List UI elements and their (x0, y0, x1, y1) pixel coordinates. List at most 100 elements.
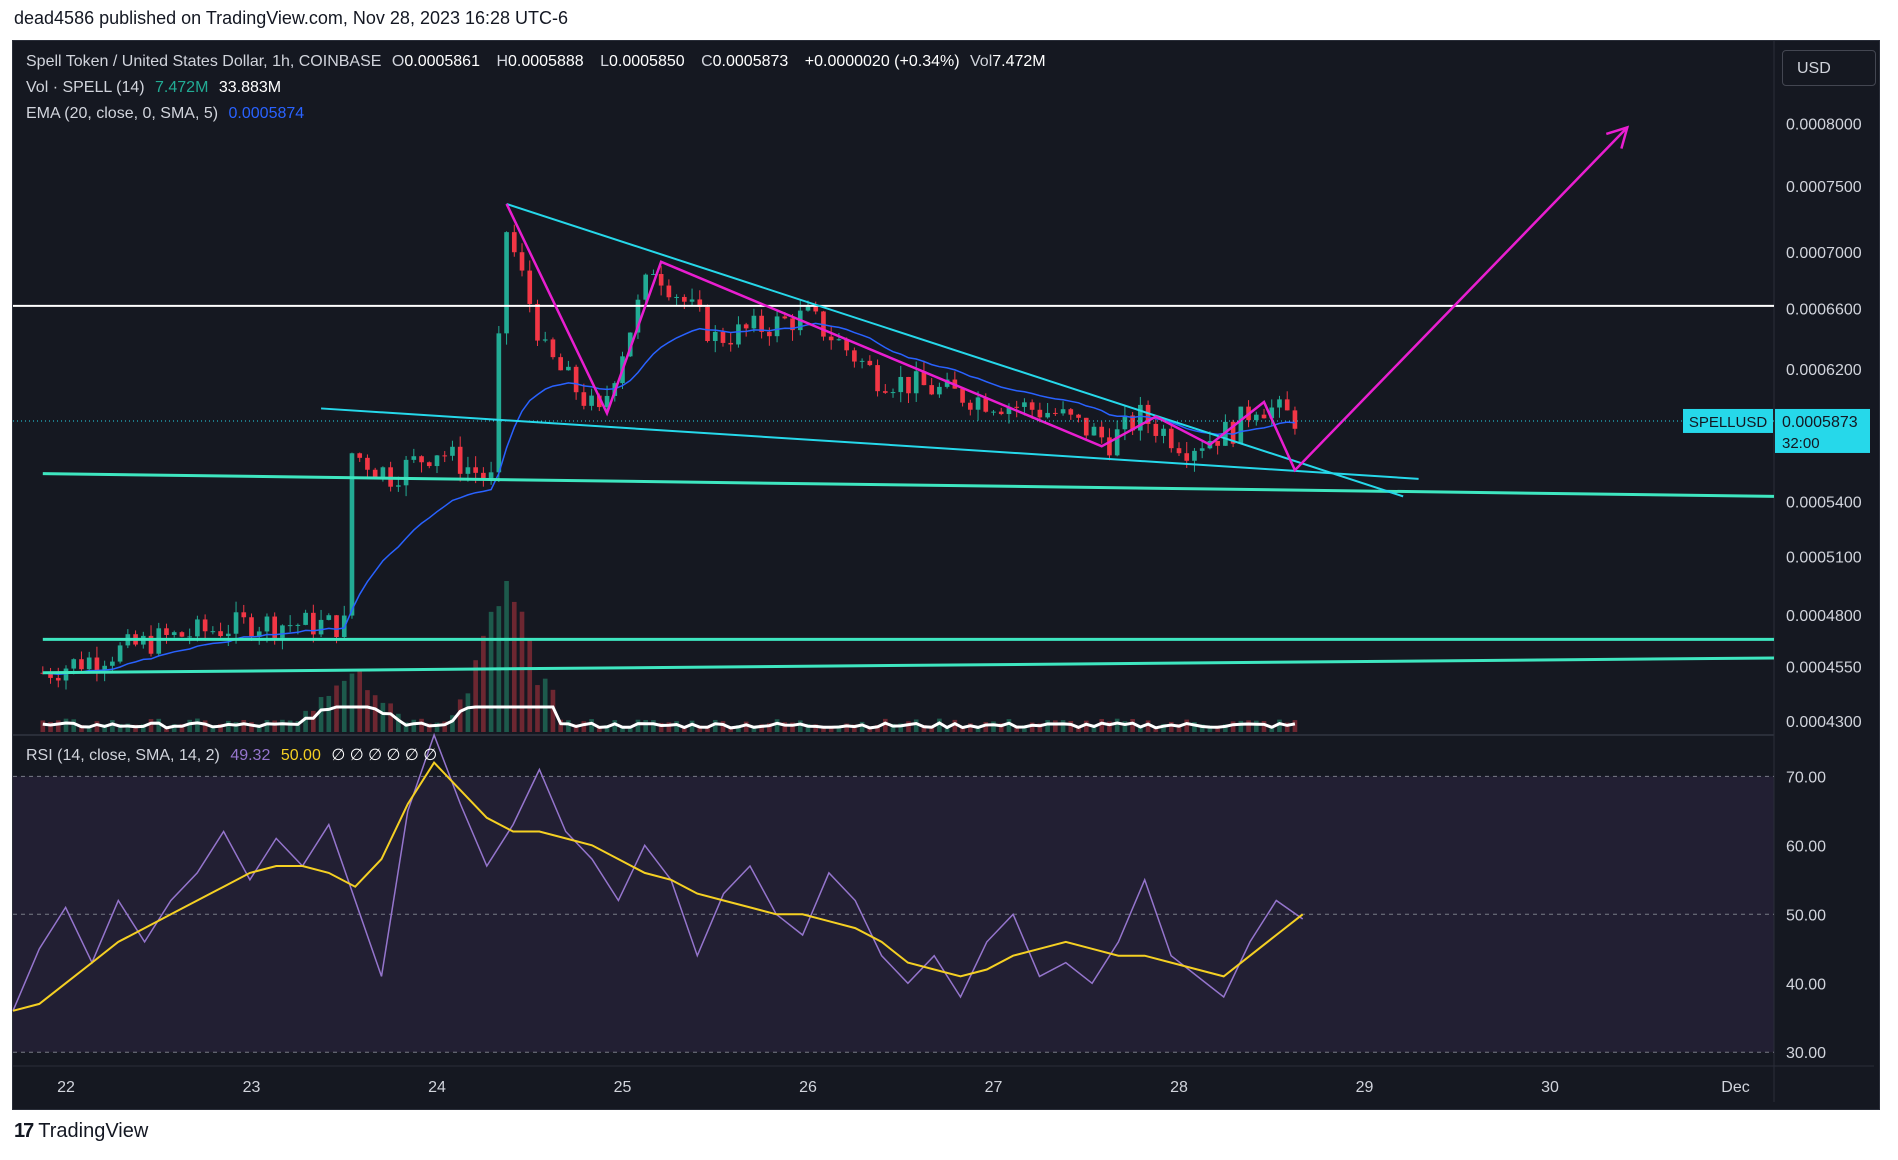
volume-bar (473, 660, 478, 732)
candle-body (1277, 399, 1282, 408)
volume-bar (249, 722, 254, 732)
volume-bar (1107, 721, 1112, 732)
time-tick-label: 28 (1170, 1079, 1188, 1096)
candle-body (303, 612, 308, 625)
rsi-tick-label: 30.00 (1786, 1045, 1826, 1062)
candle-body (511, 232, 517, 253)
volume-bar (164, 726, 169, 732)
candle-body (1230, 421, 1236, 444)
vol-label: Vol (970, 53, 993, 70)
candle-body (496, 333, 502, 473)
candle-body (921, 371, 927, 386)
time-tick-label: 24 (428, 1079, 446, 1096)
candle-body (249, 617, 254, 637)
volume-bar (79, 724, 84, 732)
candle-body (1114, 429, 1120, 456)
volume-bar (426, 723, 432, 732)
wedge-lower-line[interactable] (320, 407, 1419, 480)
volume-bar (396, 713, 401, 732)
candle-body (705, 306, 710, 341)
volume-bar (697, 725, 703, 732)
candle-body (1053, 412, 1058, 414)
candle-body (975, 397, 981, 410)
candle-body (179, 632, 185, 637)
support-line[interactable] (42, 656, 1775, 675)
candle-body (1153, 423, 1159, 436)
ema-study-name[interactable]: EMA (20, close, 0, SMA, 5) (26, 105, 219, 122)
symbol-name[interactable]: Spell Token / United States Dollar, 1h, … (26, 53, 382, 70)
volume-bar (334, 685, 339, 732)
volume-bar (906, 721, 911, 732)
volume-bar (542, 678, 548, 732)
candle-body (960, 388, 965, 403)
volume-bar (558, 719, 563, 732)
candle-body (55, 677, 61, 681)
volume-bar (998, 723, 1004, 732)
volume-bar (828, 725, 834, 732)
candle-body (697, 299, 703, 307)
price-tick-label: 0.0005100 (1786, 550, 1862, 567)
tradingview-logo[interactable]: 17 TradingView (14, 1120, 148, 1143)
price-tick-label: 0.0006200 (1786, 362, 1862, 379)
time-tick-label: 23 (243, 1079, 261, 1096)
volume-bar (326, 695, 332, 732)
time-tick-label: 27 (985, 1079, 1003, 1096)
wedge-upper-line[interactable] (506, 202, 1404, 498)
volume-bar (94, 721, 100, 732)
candle-body (1145, 404, 1151, 424)
candle-body (743, 324, 749, 329)
candle-body (380, 467, 386, 477)
time-tick-label: Dec (1721, 1079, 1749, 1096)
currency-button[interactable]: USD (1782, 50, 1876, 86)
volume-bar (442, 721, 448, 732)
symbol-tag-bg (1683, 408, 1773, 433)
volume-bar (63, 718, 69, 732)
candle-body (720, 331, 726, 343)
candle-body (658, 274, 664, 286)
candle-body (63, 668, 69, 681)
candle-body (411, 456, 417, 460)
candle-body (1037, 409, 1043, 418)
volume-bar (1053, 720, 1058, 732)
candle-body (272, 616, 278, 638)
candle-body (1083, 417, 1089, 436)
candle-body (759, 315, 764, 332)
vol-value: 7.472M (992, 53, 1046, 70)
price-tick-label: 0.0006600 (1786, 302, 1862, 319)
rsi-study-name[interactable]: RSI (14, close, SMA, 14, 2) (26, 747, 220, 764)
volume-bar (457, 699, 463, 732)
volume-bar (233, 722, 239, 732)
volume-bar (1114, 718, 1120, 732)
candle-body (311, 612, 316, 635)
volume-bar (71, 719, 77, 732)
volume-bar (133, 724, 138, 732)
candle-body (782, 316, 788, 319)
candle-body (326, 615, 332, 620)
candle-body (998, 411, 1004, 415)
candle-body (210, 631, 216, 633)
price-pane[interactable] (13, 41, 1774, 735)
volume-bar (110, 720, 115, 732)
volume-bar (589, 719, 594, 732)
volume-bar (596, 726, 602, 732)
candle-body (1045, 412, 1050, 418)
volume-study-name[interactable]: Vol · SPELL (14) (26, 79, 145, 96)
volume-bar (1068, 721, 1074, 732)
price-tag-value: 0.0005873 (1782, 414, 1858, 431)
volume-bar (1168, 721, 1174, 732)
volume-bar (40, 720, 46, 732)
candle-body (859, 360, 865, 362)
volume-bar (813, 724, 819, 732)
tradingview-logo-icon: 17 (14, 1120, 34, 1142)
volume-bar (975, 725, 981, 732)
candle-body (1076, 414, 1081, 418)
support-line[interactable] (42, 472, 1775, 498)
volume-bar (751, 725, 757, 732)
volume-bar (156, 718, 162, 732)
price-tag-countdown: 32:00 (1782, 435, 1820, 452)
projection-path[interactable] (505, 126, 1629, 473)
volume-bar (728, 726, 734, 732)
ema-study-legend: EMA (20, close, 0, SMA, 5) 0.0005874 (26, 105, 310, 123)
published-line: dead4586 published on TradingView.com, N… (14, 8, 569, 28)
